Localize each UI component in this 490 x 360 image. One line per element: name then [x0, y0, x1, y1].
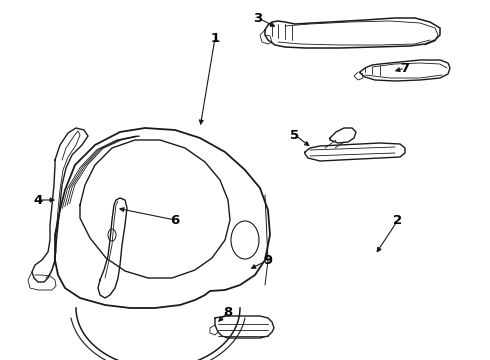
Text: 9: 9 [264, 253, 272, 266]
Text: 5: 5 [291, 129, 299, 141]
Text: 1: 1 [210, 32, 220, 45]
Text: 7: 7 [400, 62, 410, 75]
Text: 3: 3 [253, 12, 263, 24]
Text: 6: 6 [171, 213, 180, 226]
Text: 8: 8 [223, 306, 233, 319]
Text: 4: 4 [33, 194, 43, 207]
Text: 2: 2 [393, 213, 403, 226]
